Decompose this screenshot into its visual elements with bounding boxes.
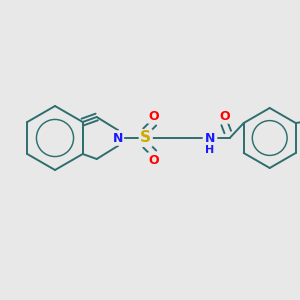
Text: O: O — [148, 154, 159, 166]
Text: H: H — [205, 145, 214, 155]
Text: O: O — [219, 110, 230, 122]
Text: S: S — [140, 130, 151, 146]
Text: N: N — [205, 131, 215, 145]
Text: N: N — [112, 131, 123, 145]
Text: O: O — [148, 110, 159, 122]
